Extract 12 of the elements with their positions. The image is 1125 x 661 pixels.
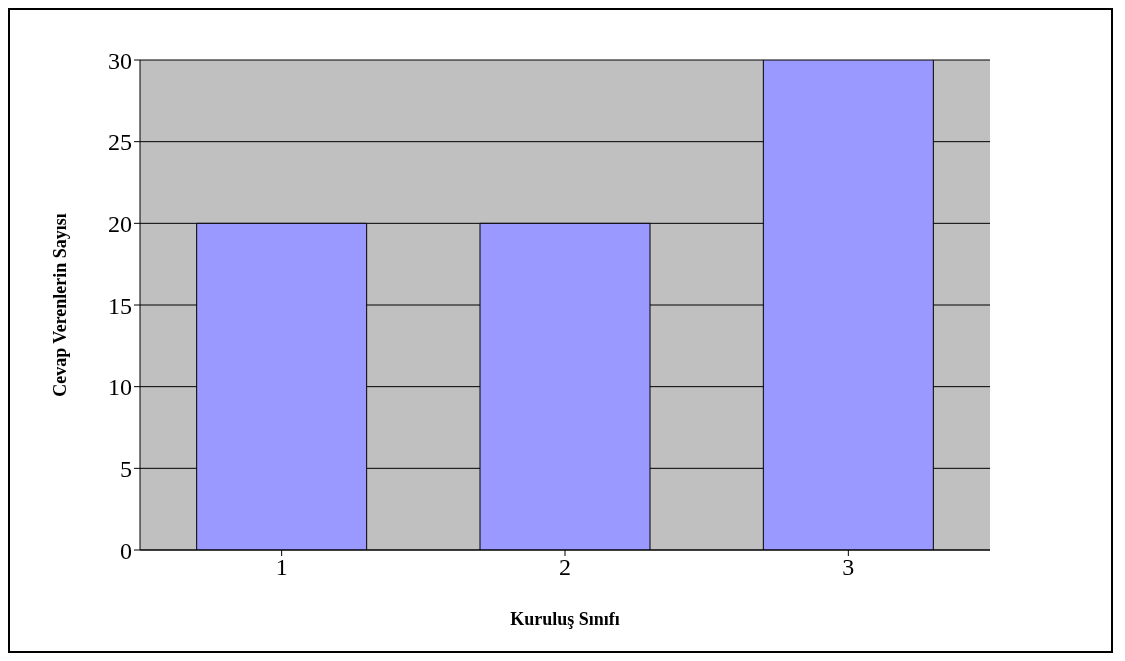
x-tick-label: 2: [559, 554, 571, 581]
y-tick-label: 25: [108, 129, 132, 156]
y-axis-title: Cevap Verenlerin Sayısı: [50, 213, 71, 397]
y-tick-label: 30: [108, 47, 132, 74]
y-tick-label: 20: [108, 210, 132, 237]
x-tick-label: 3: [842, 554, 855, 581]
y-tick-label: 0: [120, 537, 132, 564]
x-axis-title: Kuruluş Sınıfı: [510, 609, 620, 629]
y-tick-label: 10: [108, 374, 132, 401]
x-tick-label: 1: [275, 554, 288, 581]
y-tick-label: 5: [120, 455, 132, 482]
y-tick-label: 15: [108, 292, 132, 319]
